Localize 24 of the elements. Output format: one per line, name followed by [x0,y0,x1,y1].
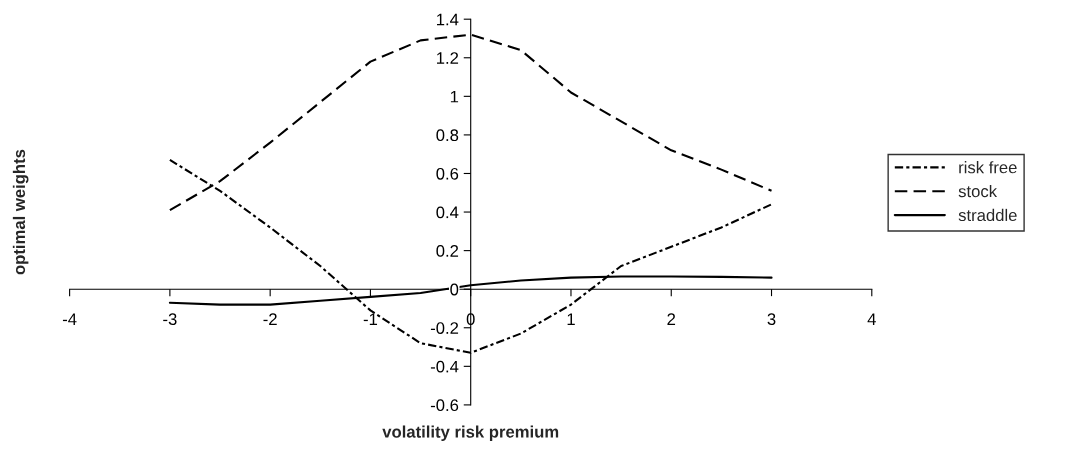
legend-label: stock [958,184,998,198]
x-tick-label: -3 [163,313,177,326]
y-tick-label: 0.2 [436,245,459,257]
y-tick-label: 0.6 [436,167,459,180]
y-tick-label: 0 [450,283,459,296]
x-tick-label: 2 [667,313,676,325]
x-tick-label: 3 [767,313,776,326]
y-tick-label: 0.4 [436,206,459,219]
legend-label: risk free [959,161,1017,174]
x-tick-label: -4 [62,313,77,325]
y-tick-label: 1.4 [437,13,459,26]
x-tick-label: 1 [567,313,575,325]
x-tick-label: 4 [867,313,876,325]
y-tick-label: -0.6 [430,399,459,412]
y-tick-label: 0.8 [436,129,459,142]
y-tick-label: 1.2 [437,52,459,64]
x-axis-title: volatility risk premium [382,425,559,441]
x-tick-label: -2 [263,313,277,325]
legend-label: straddle [958,208,1017,222]
y-tick-label: 1 [450,90,459,103]
y-tick-label: -0.2 [430,322,459,334]
y-tick-label: -0.4 [430,360,459,373]
y-axis-title: optimal weights [12,149,29,275]
x-tick-label: -1 [363,313,378,325]
